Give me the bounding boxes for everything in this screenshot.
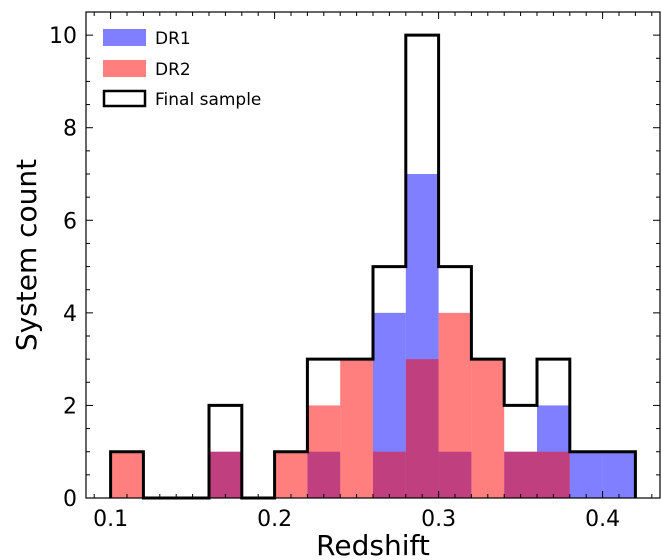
x-tick-label: 0.3 bbox=[421, 507, 456, 532]
x-tick-label: 0.2 bbox=[257, 507, 292, 532]
y-axis-title: System count bbox=[10, 159, 43, 351]
bars-layer bbox=[110, 174, 636, 498]
bar-dr1-15 bbox=[602, 451, 636, 498]
y-tick-label: 2 bbox=[63, 394, 77, 419]
bar-dr2-9 bbox=[405, 359, 439, 498]
x-axis-title: Redshift bbox=[316, 529, 430, 560]
x-tick-label: 0.1 bbox=[93, 507, 128, 532]
bar-dr2-12 bbox=[504, 451, 537, 498]
bar-dr2-10 bbox=[438, 312, 472, 498]
ticks-layer bbox=[86, 12, 660, 499]
x-tick-label: 0.4 bbox=[585, 507, 620, 532]
x-tick-labels: 0.1 0.2 0.3 0.4 bbox=[93, 507, 620, 532]
y-tick-label: 8 bbox=[63, 117, 77, 142]
bar-dr1-14 bbox=[569, 451, 603, 498]
legend-swatch-final-sample bbox=[102, 89, 147, 108]
legend-swatch-dr1 bbox=[103, 29, 146, 46]
legend-label-dr1: DR1 bbox=[155, 29, 191, 49]
bar-dr2-11 bbox=[471, 359, 505, 498]
bar-dr2-13 bbox=[537, 451, 570, 498]
legend-label-final-sample: Final sample bbox=[155, 90, 261, 110]
legend-label-dr2: DR2 bbox=[155, 60, 191, 80]
bar-dr2-3 bbox=[209, 451, 242, 498]
legend: DR1 DR2 Final sample bbox=[102, 29, 261, 110]
y-tick-labels: 0 2 4 6 8 10 bbox=[49, 24, 77, 512]
y-tick-label: 4 bbox=[63, 302, 77, 327]
y-tick-label: 0 bbox=[63, 487, 77, 512]
bar-dr2-5 bbox=[274, 451, 308, 498]
bar-dr2-7 bbox=[340, 359, 373, 498]
y-tick-label: 6 bbox=[63, 209, 77, 234]
bar-dr2-8 bbox=[373, 451, 406, 498]
y-tick-label: 10 bbox=[49, 24, 77, 49]
bar-dr2-6 bbox=[307, 405, 341, 498]
bar-dr2-0 bbox=[110, 451, 144, 498]
legend-swatch-dr2 bbox=[103, 60, 146, 77]
